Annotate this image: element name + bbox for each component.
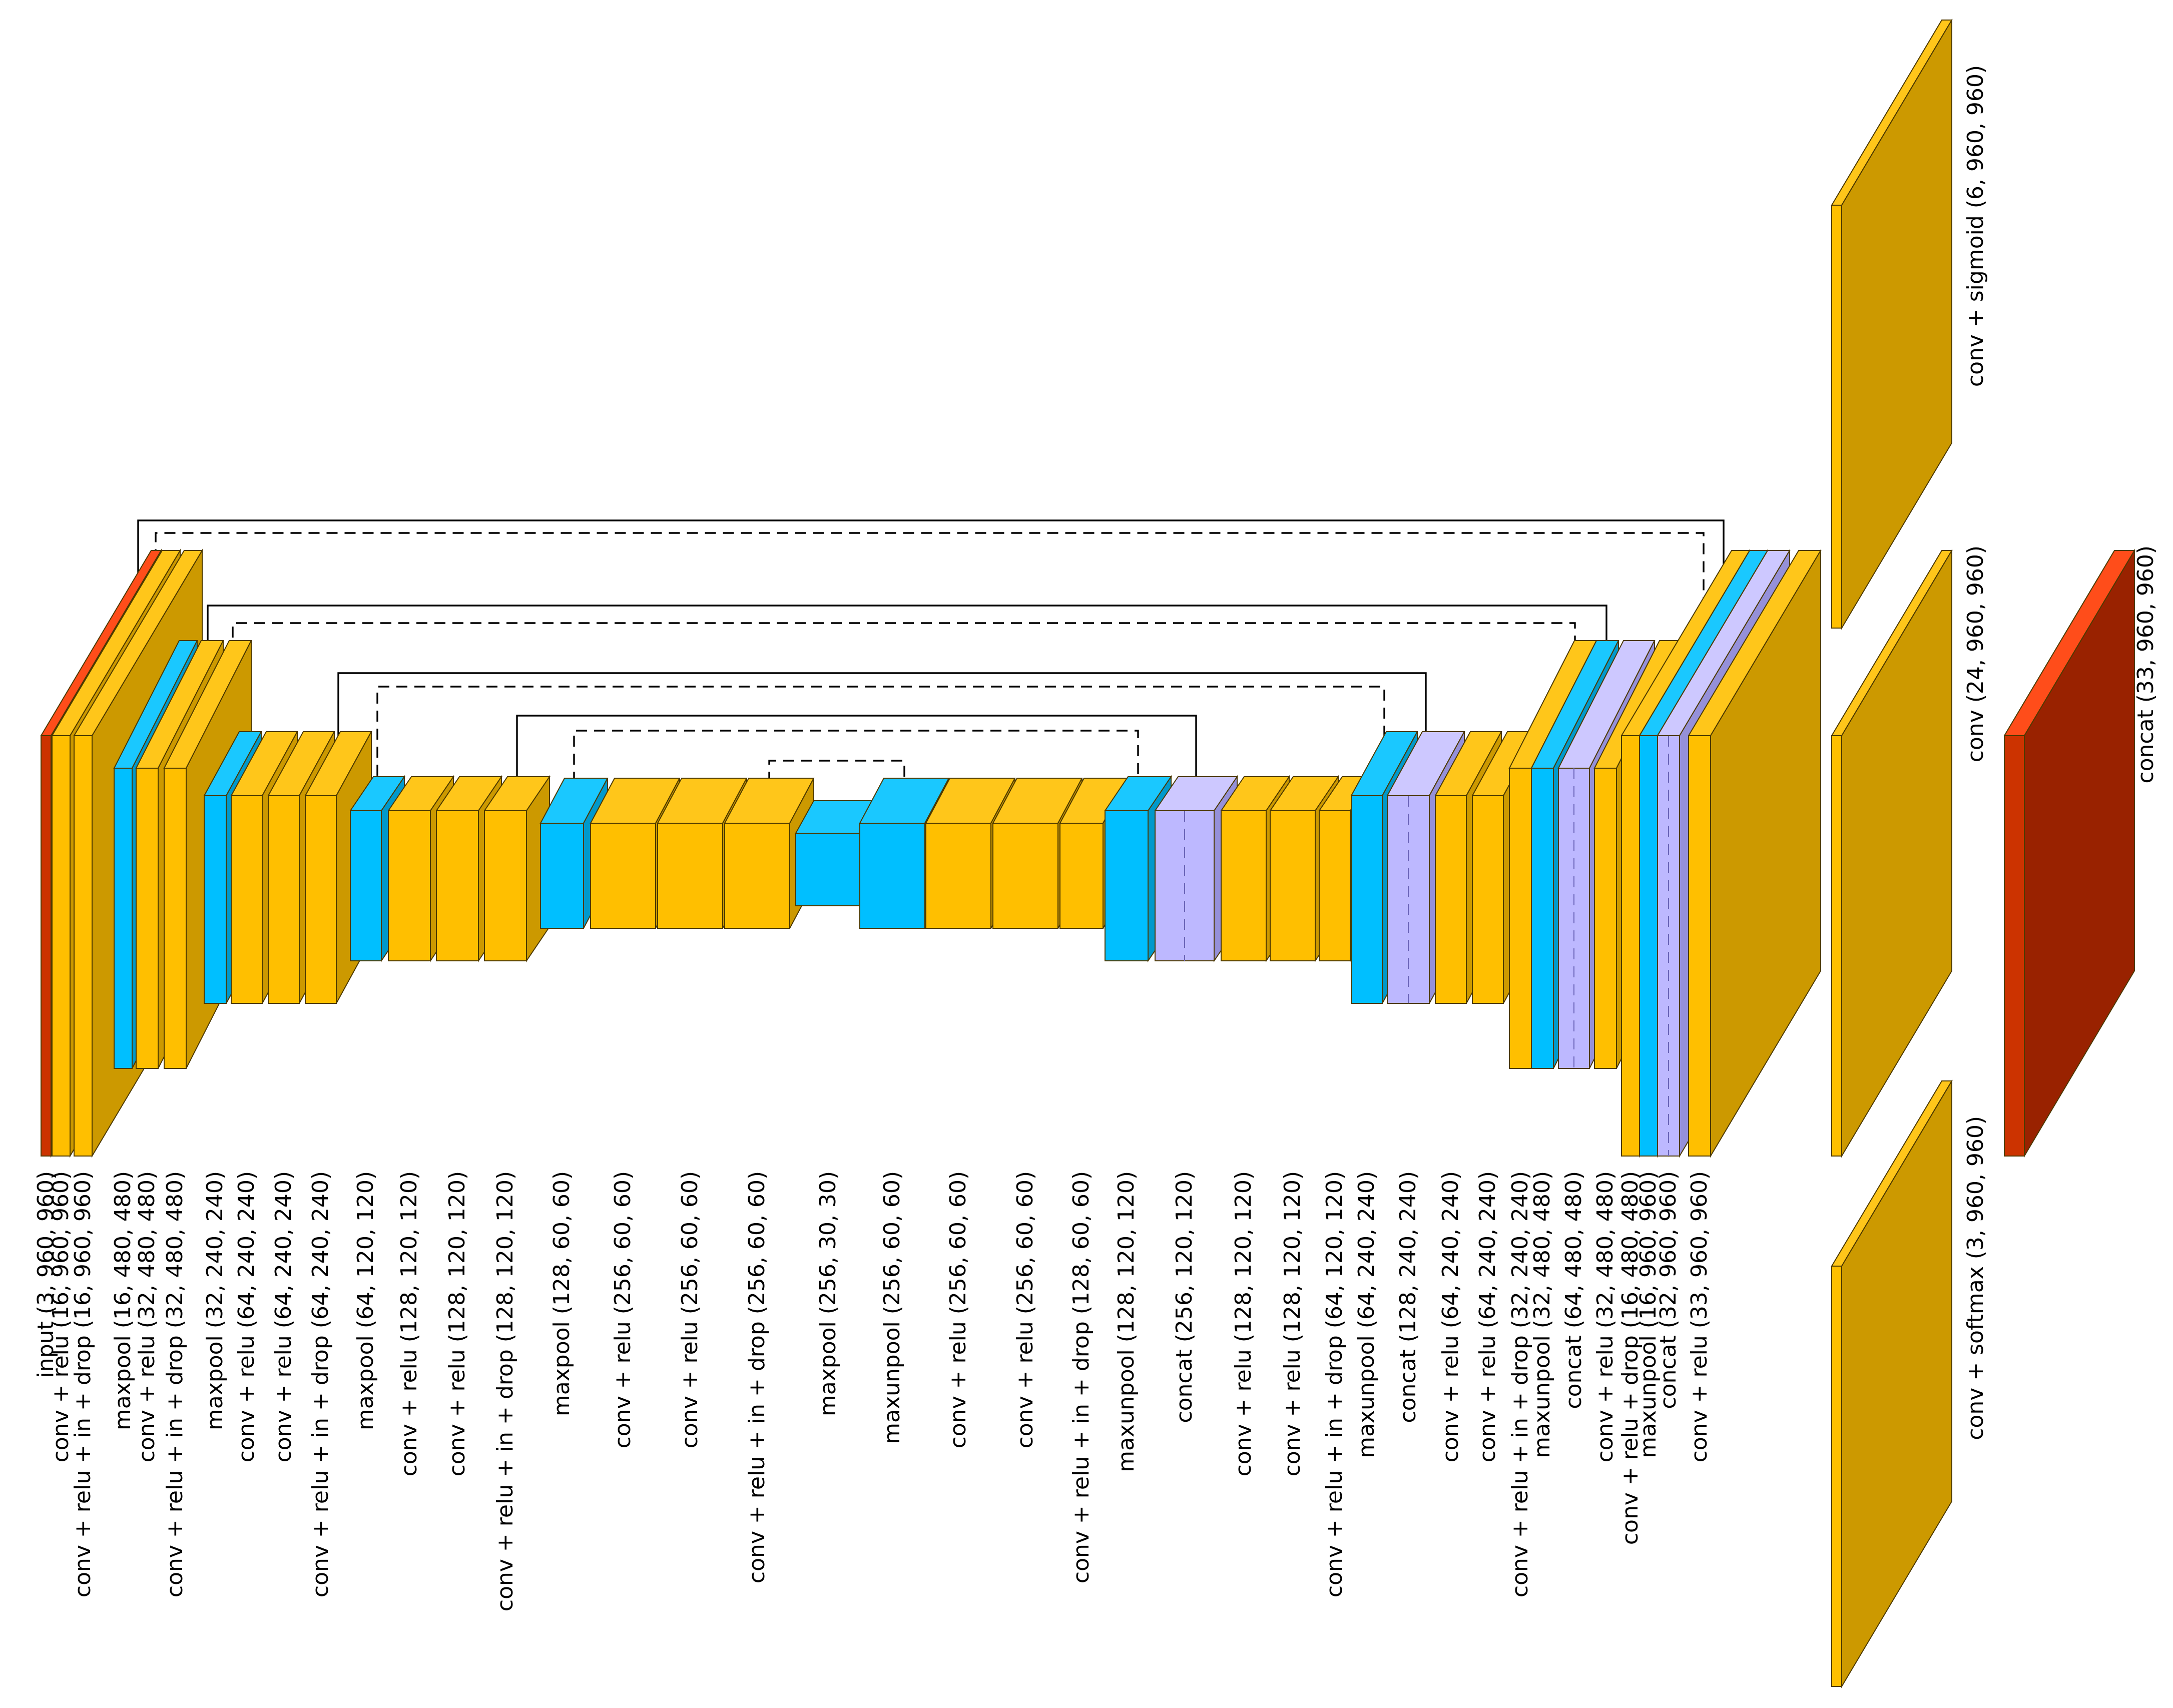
skip-arrow	[516, 715, 1196, 794]
layer-label: conv + relu (32, 480, 480)	[1592, 1171, 1618, 1462]
layer-label: conv + relu (33, 960, 960)	[1687, 1171, 1712, 1462]
layer-label: conv + relu + in + drop (16, 960, 960)	[70, 1171, 96, 1597]
layer-label: conv + relu + in + drop (32, 480, 480)	[162, 1171, 188, 1597]
layer-label: conv + relu (64, 240, 240)	[271, 1171, 296, 1462]
head-label: conv + sigmoid (6, 960, 960)	[1963, 65, 1988, 387]
layer-blocks	[40, 18, 2135, 1688]
head-block-2	[1831, 1079, 1953, 1688]
layer-label: maxunpool (32, 480, 480)	[1529, 1171, 1555, 1458]
layer-label: concat (128, 240, 240)	[1395, 1171, 1421, 1423]
layer-label: conv + relu (32, 480, 480)	[134, 1171, 160, 1462]
head-block-0	[1831, 18, 1953, 630]
layer-label: maxpool (16, 480, 480)	[110, 1171, 136, 1430]
layer-label: maxunpool (256, 60, 60)	[879, 1171, 905, 1444]
layer-block-13	[483, 775, 551, 963]
layer-label: concat (64, 480, 480)	[1561, 1171, 1586, 1409]
skip-arrow-dashed	[232, 622, 1575, 764]
layer-label: concat (32, 960, 960)	[1656, 1171, 1681, 1409]
layer-label: conv + relu (64, 240, 240)	[1438, 1171, 1463, 1462]
layer-label: conv + relu (256, 60, 60)	[610, 1171, 636, 1448]
skip-arrow	[137, 519, 1724, 643]
layer-label: maxunpool (64, 240, 240)	[1354, 1171, 1379, 1458]
layer-label: conv + relu + in + drop (128, 120, 120)	[492, 1171, 518, 1611]
layer-label: conv + relu (128, 120, 120)	[1280, 1171, 1305, 1476]
skip-arrow-dashed	[155, 532, 1704, 705]
layer-label: conv + relu (256, 60, 60)	[1012, 1171, 1038, 1448]
layer-label: conv + relu + in + drop (64, 120, 120)	[1322, 1171, 1347, 1597]
layer-label: concat (256, 120, 120)	[1172, 1171, 1197, 1423]
head-block-1	[1831, 548, 1953, 1158]
head-block-3	[2003, 548, 2135, 1158]
layer-label: conv + relu (128, 120, 120)	[444, 1171, 470, 1476]
layer-label: conv + relu (64, 240, 240)	[234, 1171, 259, 1462]
layer-label: maxpool (32, 240, 240)	[202, 1171, 228, 1430]
layer-label: conv + relu + drop (16, 480, 480)	[1617, 1171, 1643, 1545]
head-label: conv + softmax (3, 960, 960)	[1963, 1116, 1988, 1440]
layer-label: maxunpool (128, 120, 120)	[1114, 1171, 1139, 1472]
layer-label: conv + relu (16, 960, 960)	[48, 1171, 74, 1462]
layer-label: conv + relu (128, 120, 120)	[396, 1171, 422, 1476]
layer-label: input (3, 960, 960)	[33, 1171, 59, 1378]
layer-label: conv + relu + in + drop (64, 240, 240)	[308, 1171, 333, 1597]
skip-arrow-dashed	[573, 730, 1138, 801]
layer-label: maxpool (128, 60, 60)	[549, 1171, 575, 1416]
skip-arrow	[337, 672, 1426, 764]
head-label: conv (24, 960, 960)	[1963, 545, 1988, 762]
layer-label: conv + relu + in + drop (128, 60, 60)	[1068, 1171, 1094, 1583]
layer-label: maxpool (256, 30, 30)	[815, 1171, 841, 1416]
layer-label: conv + relu (256, 60, 60)	[945, 1171, 971, 1448]
layer-label: maxunpool (16, 960, 960)	[1636, 1171, 1661, 1458]
layer-label: conv + relu (256, 60, 60)	[677, 1171, 703, 1448]
layer-block-21	[992, 778, 1083, 929]
head-label: concat (33, 960, 960)	[2133, 545, 2158, 784]
layer-label: conv + relu (64, 240, 240)	[1475, 1171, 1500, 1462]
layer-label: conv + relu + in + drop (256, 60, 60)	[744, 1171, 770, 1583]
skip-arrow	[207, 605, 1606, 705]
layer-label: conv + relu + in + drop (32, 240, 240)	[1507, 1171, 1533, 1597]
layer-label: conv + relu (128, 120, 120)	[1231, 1171, 1256, 1476]
layer-labels: input (3, 960, 960)conv + relu (16, 960,…	[33, 65, 2158, 1611]
layer-block-39	[1688, 548, 1822, 1158]
layer-label: maxpool (64, 120, 120)	[353, 1171, 378, 1430]
